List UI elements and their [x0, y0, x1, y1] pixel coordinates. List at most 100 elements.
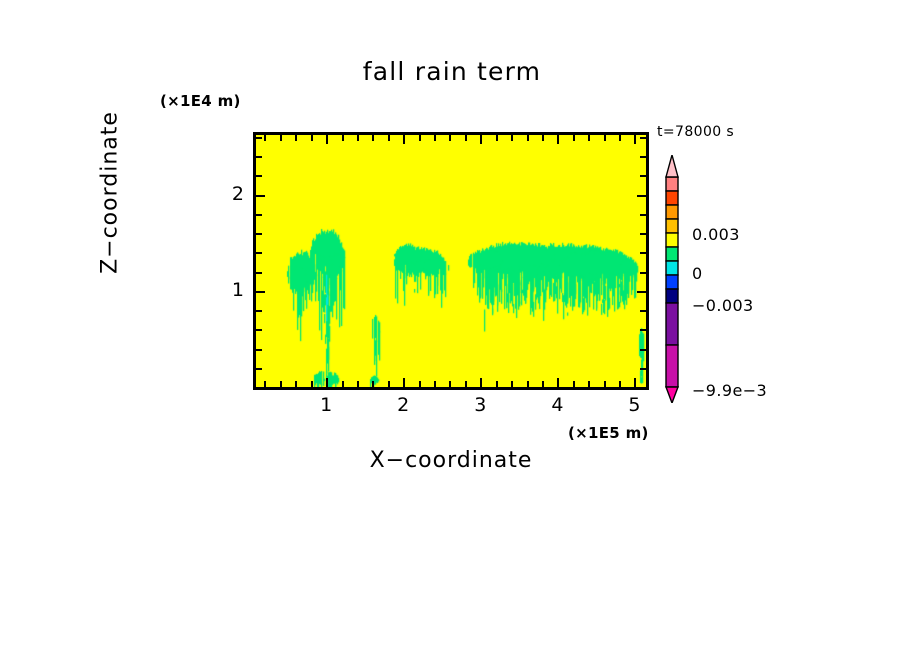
tick-mark: [372, 135, 374, 141]
tick-mark: [604, 135, 606, 141]
tick-mark: [634, 378, 636, 387]
tick-mark: [326, 378, 328, 387]
tick-mark: [388, 381, 390, 387]
tick-mark: [465, 381, 467, 387]
colorbar-band: [665, 288, 679, 304]
colorbar-svg: [664, 155, 680, 403]
tick-mark: [637, 291, 646, 293]
tick-mark: [357, 381, 359, 387]
colorbar-bottom-arrow: [664, 386, 680, 403]
tick-mark: [465, 135, 467, 141]
colorbar-tick-label: 0.003: [692, 225, 740, 244]
tick-mark: [640, 233, 646, 235]
x-axis-unit-label: (×1E5 m): [568, 424, 649, 442]
tick-mark: [256, 252, 262, 254]
y-axis-unit-label: (×1E4 m): [160, 92, 241, 110]
x-axis-title: X−coordinate: [369, 448, 533, 473]
tick-mark: [511, 381, 513, 387]
time-annotation: t=78000 s: [657, 124, 735, 140]
tick-mark: [511, 135, 513, 141]
tick-mark: [256, 137, 262, 139]
tick-mark: [357, 135, 359, 141]
tick-mark: [604, 381, 606, 387]
tick-mark: [640, 272, 646, 274]
tick-mark: [256, 291, 265, 293]
colorbar-band: [665, 344, 679, 388]
y-tick-label: 2: [231, 182, 244, 205]
tick-mark: [527, 381, 529, 387]
tick-mark: [280, 135, 282, 141]
tick-mark: [542, 135, 544, 141]
x-tick-label: 2: [397, 394, 410, 416]
colorbar-tick-label: 0: [692, 264, 703, 283]
tick-mark: [256, 310, 262, 312]
tick-mark: [640, 349, 646, 351]
tick-mark: [264, 135, 266, 141]
tick-mark: [557, 378, 559, 387]
tick-mark: [256, 368, 262, 370]
tick-mark: [634, 135, 636, 144]
heatmap-canvas: [256, 135, 646, 387]
colorbar-band: [665, 190, 679, 206]
colorbar-band: [665, 260, 679, 276]
tick-mark: [256, 329, 262, 331]
tick-mark: [640, 368, 646, 370]
tick-mark: [640, 175, 646, 177]
colorbar-band: [665, 232, 679, 248]
colorbar-tick-label: −0.003: [692, 296, 754, 315]
tick-mark: [449, 381, 451, 387]
tick-mark: [588, 135, 590, 141]
tick-mark: [280, 381, 282, 387]
tick-mark: [256, 349, 262, 351]
tick-mark: [256, 272, 262, 274]
colorbar-band: [665, 218, 679, 234]
tick-mark: [256, 214, 262, 216]
tick-mark: [640, 214, 646, 216]
tick-mark: [256, 195, 265, 197]
tick-mark: [573, 135, 575, 141]
tick-mark: [419, 135, 421, 141]
tick-mark: [449, 135, 451, 141]
colorbar-band: [665, 302, 679, 346]
tick-mark: [640, 329, 646, 331]
tick-mark: [640, 137, 646, 139]
tick-mark: [640, 310, 646, 312]
tick-mark: [527, 135, 529, 141]
tick-mark: [496, 381, 498, 387]
tick-mark: [372, 381, 374, 387]
tick-mark: [342, 135, 344, 141]
tick-mark: [480, 135, 482, 144]
colorbar-tick-label: −9.9e−3: [692, 381, 768, 400]
tick-mark: [311, 381, 313, 387]
tick-mark: [542, 381, 544, 387]
tick-mark: [557, 135, 559, 144]
tick-mark: [496, 135, 498, 141]
tick-mark: [295, 135, 297, 141]
page-title: fall rain term: [362, 57, 542, 86]
tick-mark: [342, 381, 344, 387]
colorbar-band: [665, 204, 679, 220]
plot-area: [253, 132, 649, 390]
tick-mark: [480, 378, 482, 387]
tick-mark: [588, 381, 590, 387]
tick-mark: [640, 252, 646, 254]
tick-mark: [619, 381, 621, 387]
tick-mark: [256, 156, 262, 158]
x-tick-label: 3: [474, 394, 487, 416]
tick-mark: [295, 381, 297, 387]
tick-mark: [637, 195, 646, 197]
tick-mark: [388, 135, 390, 141]
colorbar-band: [665, 176, 679, 192]
tick-mark: [434, 381, 436, 387]
colorbar: [663, 155, 681, 403]
y-tick-label: 1: [231, 278, 244, 301]
colorbar-band: [665, 246, 679, 262]
tick-mark: [311, 135, 313, 141]
tick-mark: [573, 381, 575, 387]
y-axis-title: Z−coordinate: [97, 111, 123, 274]
tick-mark: [419, 381, 421, 387]
x-tick-label: 5: [628, 394, 641, 416]
tick-mark: [256, 175, 262, 177]
tick-mark: [434, 135, 436, 141]
